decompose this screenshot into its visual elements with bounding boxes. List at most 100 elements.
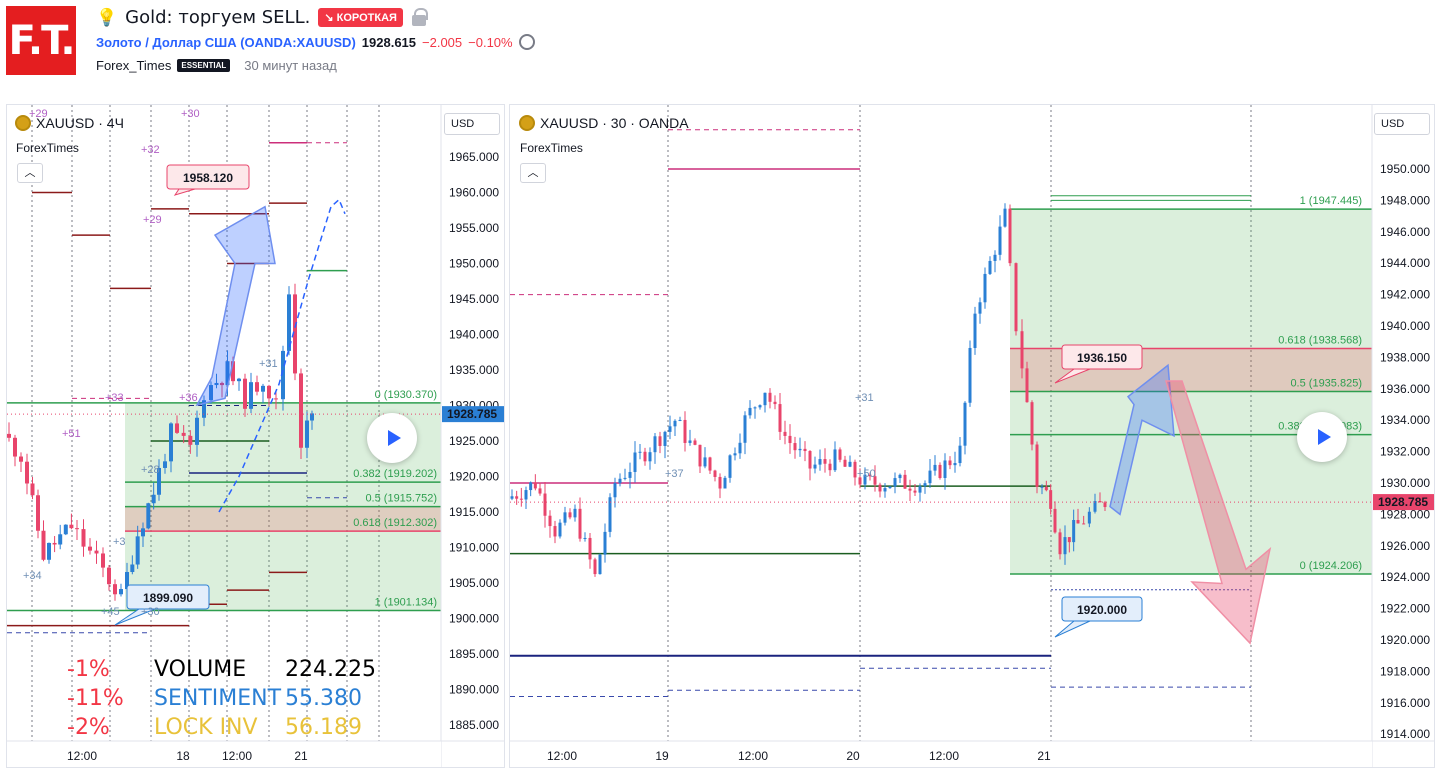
candle-body (237, 378, 241, 382)
candle-body (613, 483, 617, 498)
price-tick-label: 1938.000 (1380, 350, 1430, 364)
candle-body (673, 420, 677, 427)
candle-body (838, 449, 842, 460)
candle-body (683, 419, 687, 443)
candle-body (214, 382, 219, 386)
price-tick-label: 1950.000 (449, 257, 499, 271)
candle-body (808, 451, 812, 469)
candle-body (151, 494, 156, 504)
candle-body (718, 476, 722, 489)
current-price-tag (442, 406, 504, 423)
chart-right-play-button[interactable] (1297, 412, 1347, 462)
price-tick-label: 1926.000 (1380, 539, 1430, 553)
price-tick-label: 1960.000 (449, 186, 499, 200)
candle-body (36, 495, 40, 531)
candle-body (287, 294, 291, 351)
candle-body (261, 385, 265, 392)
candle-body (13, 437, 17, 457)
price-tick-label: 1895.000 (449, 647, 499, 661)
candle-body (938, 464, 942, 478)
short-badge: ↘ КОРОТКАЯ (318, 7, 403, 27)
candle-body (893, 478, 897, 487)
fib-level-label: 0.618 (1938.568) (1278, 334, 1362, 346)
price-tick-label: 1920.000 (449, 470, 499, 484)
price-axis-bg (441, 105, 504, 767)
lock-icon (411, 8, 428, 26)
candle-body (988, 260, 992, 274)
candle-body (648, 452, 652, 462)
candle-body (293, 294, 297, 374)
candle-body (1063, 537, 1067, 555)
price-tick-label: 1932.000 (1380, 445, 1430, 459)
candle-body (63, 524, 68, 535)
play-icon (1317, 429, 1331, 445)
candle-body (281, 350, 285, 400)
chart-right-currency[interactable]: USD (1374, 113, 1430, 135)
candle-body (923, 483, 927, 487)
callout-target-box (1061, 596, 1143, 622)
candle-body (548, 515, 552, 527)
candle-body (618, 478, 622, 484)
chart-left-collapse-button[interactable]: ︿ (17, 163, 43, 183)
candle-body (848, 461, 852, 467)
callout-low-pointer (114, 608, 156, 626)
candle-body (157, 467, 161, 495)
candle-body (578, 508, 582, 539)
candle-body (310, 413, 314, 421)
candle-body (883, 488, 887, 492)
candle-body (299, 373, 303, 448)
candle-body (101, 553, 105, 568)
symbol-link[interactable]: Золото / Доллар США (OANDA:XAUUSD) (96, 34, 356, 50)
candle-body (515, 496, 519, 499)
fib-level-label: 0.5 (1915.752) (365, 493, 437, 505)
candle-body (823, 459, 827, 464)
candle-body (913, 490, 917, 493)
candle-body (135, 536, 140, 565)
trade-mark-label: +3 (113, 536, 126, 548)
candle-body (1103, 502, 1107, 508)
idea-title: Gold: торгуем SELL. (125, 6, 311, 28)
price-tick-label: 1924.000 (1380, 570, 1430, 584)
candle-body (743, 415, 747, 443)
candle-body (928, 470, 932, 484)
candle-body (255, 382, 259, 392)
candle-body (663, 431, 667, 446)
candle-body (968, 347, 972, 403)
candle-body (1093, 501, 1097, 512)
candle-body (533, 482, 537, 489)
chart-left[interactable]: 1958.120 1899.090 0 (1930.370) 0.382 (1919.… (6, 104, 505, 768)
chart-right-collapse-button[interactable]: ︿ (520, 163, 546, 183)
fib-level-label: 1 (1947.445) (1300, 195, 1362, 207)
candle-body (948, 460, 952, 466)
chart-left-canvas[interactable]: 1958.120 1899.090 0 (1930.370) 0.382 (1919.… (7, 105, 505, 768)
author-name[interactable]: Forex_Times (96, 58, 172, 73)
candle-body (543, 493, 547, 516)
alarm-clock-icon[interactable] (518, 34, 535, 50)
chart-left-currency[interactable]: USD (444, 113, 500, 135)
candle-body (993, 254, 997, 261)
candle-body (209, 385, 213, 401)
time-axis-bg (7, 741, 441, 767)
candle-body (623, 477, 627, 479)
chart-right-canvas[interactable]: 1936.150 1920.000 1 (1947.445) 0.618 (1938.… (510, 105, 1435, 768)
trade-mark-label: +29 (29, 108, 48, 120)
candle-body (903, 474, 907, 489)
candle-body (668, 426, 672, 432)
candle-body (628, 471, 632, 478)
price-tick-label: 1940.000 (449, 328, 499, 342)
brand-logo[interactable]: F.T. (6, 6, 76, 75)
candle-body (94, 550, 99, 554)
time-tick-label: 20 (846, 749, 860, 763)
callout-high-box (166, 164, 250, 190)
callout-resist-pointer (1054, 368, 1091, 384)
candle-body (25, 461, 29, 484)
trade-mark-label: +50 (857, 468, 876, 480)
candle-body (529, 482, 533, 491)
candle-body (963, 402, 967, 446)
chart-right[interactable]: 1936.150 1920.000 1 (1947.445) 0.618 (1938.… (509, 104, 1435, 768)
candle-body (1014, 263, 1018, 332)
candle-body (243, 378, 247, 409)
candle-body (598, 554, 602, 575)
stats-label: LOCK INV (154, 715, 258, 740)
chart-left-play-button[interactable] (367, 413, 417, 463)
